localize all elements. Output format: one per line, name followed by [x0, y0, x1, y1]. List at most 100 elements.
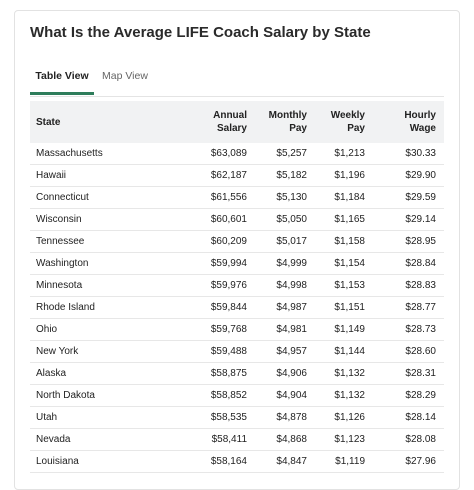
table-cell: $5,257: [255, 143, 315, 165]
table-cell: New York: [30, 340, 180, 363]
header-line: Wage: [409, 123, 436, 134]
tab[interactable]: Map View: [102, 70, 148, 82]
table-cell: $1,132: [315, 384, 373, 407]
table-row: Connecticut $61,556 $5,130 $1,184 $29.59: [30, 186, 444, 209]
column-header: State: [30, 101, 180, 143]
header-line: Pay: [289, 123, 307, 134]
table-cell: Minnesota: [30, 274, 180, 297]
header-line: Salary: [216, 123, 247, 134]
table-cell: $1,154: [315, 252, 373, 275]
table-cell: Ohio: [30, 318, 180, 341]
table-row: Ohio $59,768 $4,981 $1,149 $28.73: [30, 318, 444, 341]
table-cell: $1,132: [315, 362, 373, 385]
header-line: State: [36, 116, 61, 128]
table-cell: $1,151: [315, 296, 373, 319]
table-cell: $5,050: [255, 208, 315, 231]
column-header: Weekly Pay: [315, 101, 373, 143]
table-cell: $28.08: [373, 428, 444, 451]
table-cell: $62,187: [180, 164, 255, 187]
table-cell: $1,165: [315, 208, 373, 231]
table-cell: $59,994: [180, 252, 255, 275]
table-cell: $4,957: [255, 340, 315, 363]
tab[interactable]: Table View: [30, 66, 94, 95]
table-cell: $28.31: [373, 362, 444, 385]
table-cell: $1,149: [315, 318, 373, 341]
table-cell: $28.77: [373, 296, 444, 319]
table-row: Nevada $58,411 $4,868 $1,123 $28.08: [30, 428, 444, 451]
table-cell: $1,213: [315, 143, 373, 165]
header-row: State Annual Salary Monthly Pay Weekly Pay Hour…: [30, 101, 444, 143]
column-header: Hourly Wage: [373, 101, 444, 143]
header-line: Pay: [347, 123, 365, 134]
table-cell: $27.96: [373, 450, 444, 473]
table-cell: $59,844: [180, 296, 255, 319]
table-cell: $60,209: [180, 230, 255, 253]
header-line: Annual: [213, 110, 247, 121]
table-cell: $28.84: [373, 252, 444, 275]
table-cell: $4,904: [255, 384, 315, 407]
table-cell: $4,981: [255, 318, 315, 341]
table-cell: $28.83: [373, 274, 444, 297]
table-cell: $1,119: [315, 450, 373, 473]
table-cell: Massachusetts: [30, 143, 180, 165]
tab-bar: Table View Map View: [30, 66, 444, 97]
table-cell: Rhode Island: [30, 296, 180, 319]
table-cell: $4,868: [255, 428, 315, 451]
table-cell: $1,184: [315, 186, 373, 209]
table-cell: $59,488: [180, 340, 255, 363]
table-row: Wisconsin $60,601 $5,050 $1,165 $29.14: [30, 208, 444, 231]
page: What Is the Average LIFE Coach Salary by…: [14, 10, 460, 490]
table-cell: Louisiana: [30, 450, 180, 473]
table-row: Tennessee $60,209 $5,017 $1,158 $28.95: [30, 230, 444, 253]
table-row: Utah $58,535 $4,878 $1,126 $28.14: [30, 406, 444, 429]
table-cell: Hawaii: [30, 164, 180, 187]
table-cell: $28.14: [373, 406, 444, 429]
table-cell: $5,182: [255, 164, 315, 187]
table-cell: $1,123: [315, 428, 373, 451]
table-cell: Tennessee: [30, 230, 180, 253]
table-row: Hawaii $62,187 $5,182 $1,196 $29.90: [30, 164, 444, 187]
table-cell: $4,987: [255, 296, 315, 319]
table-row: North Dakota $58,852 $4,904 $1,132 $28.29: [30, 384, 444, 407]
table-cell: $29.59: [373, 186, 444, 209]
table-cell: $28.73: [373, 318, 444, 341]
table-cell: $28.95: [373, 230, 444, 253]
table-cell: $28.60: [373, 340, 444, 363]
table-cell: Alaska: [30, 362, 180, 385]
table-row: Rhode Island $59,844 $4,987 $1,151 $28.77: [30, 296, 444, 319]
table-cell: $63,089: [180, 143, 255, 165]
header-line: Hourly: [404, 110, 436, 121]
table-cell: Connecticut: [30, 186, 180, 209]
table-body: Massachusetts $63,089 $5,257 $1,213 $30.33 Ha…: [30, 143, 444, 473]
table-cell: $61,556: [180, 186, 255, 209]
table-cell: Washington: [30, 252, 180, 275]
table-cell: $59,976: [180, 274, 255, 297]
table-cell: $60,601: [180, 208, 255, 231]
table-cell: $58,875: [180, 362, 255, 385]
table-cell: $28.29: [373, 384, 444, 407]
table-cell: Nevada: [30, 428, 180, 451]
table-cell: $58,852: [180, 384, 255, 407]
table-cell: $1,158: [315, 230, 373, 253]
header-line: Weekly: [330, 110, 365, 121]
table-cell: North Dakota: [30, 384, 180, 407]
table-cell: $4,998: [255, 274, 315, 297]
table-cell: $1,196: [315, 164, 373, 187]
table-cell: $1,153: [315, 274, 373, 297]
table-cell: $59,768: [180, 318, 255, 341]
table-row: Massachusetts $63,089 $5,257 $1,213 $30.33: [30, 143, 444, 165]
table-cell: $4,906: [255, 362, 315, 385]
table-cell: $5,017: [255, 230, 315, 253]
table-row: Alaska $58,875 $4,906 $1,132 $28.31: [30, 362, 444, 385]
table-row: Louisiana $58,164 $4,847 $1,119 $27.96: [30, 450, 444, 473]
title: What Is the Average LIFE Coach Salary by…: [30, 24, 371, 41]
table-cell: $58,411: [180, 428, 255, 451]
table-row: New York $59,488 $4,957 $1,144 $28.60: [30, 340, 444, 363]
header-line: Monthly: [268, 110, 307, 121]
table-cell: $29.90: [373, 164, 444, 187]
column-header: Annual Salary: [180, 101, 255, 143]
table-cell: $29.14: [373, 208, 444, 231]
table-cell: $58,535: [180, 406, 255, 429]
table-cell: $58,164: [180, 450, 255, 473]
table-cell: Wisconsin: [30, 208, 180, 231]
